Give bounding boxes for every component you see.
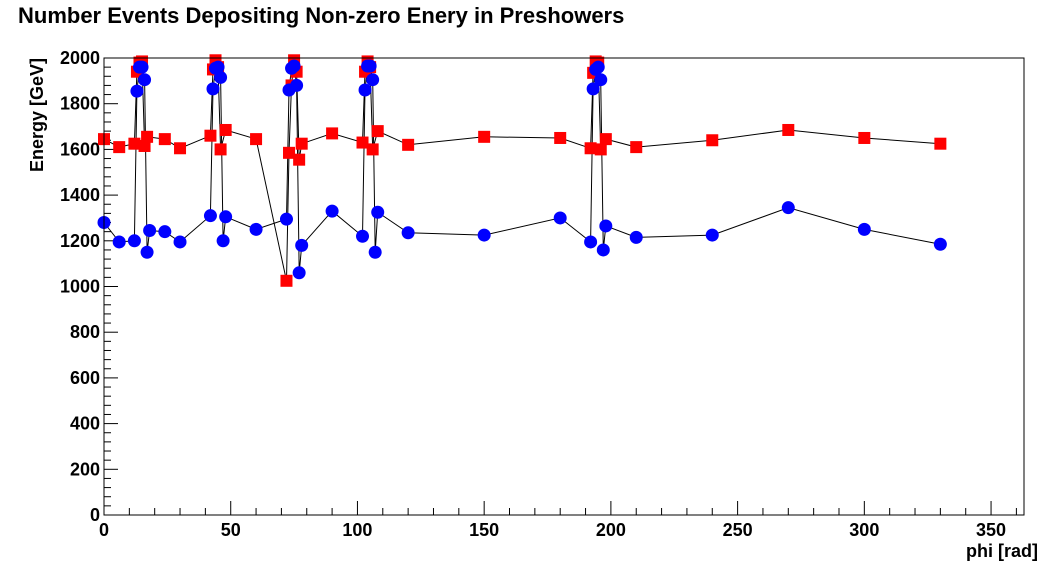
data-point-square <box>366 143 379 156</box>
data-point-circle <box>553 211 567 225</box>
series-lines <box>103 58 941 281</box>
data-point-circle <box>143 224 157 238</box>
data-point-square <box>158 133 171 146</box>
data-point-circle <box>857 222 871 236</box>
data-point-square <box>402 138 415 151</box>
data-point-circle <box>219 210 233 224</box>
data-point-circle <box>295 238 309 252</box>
x-tick-label: 0 <box>99 520 109 540</box>
x-tick-label: 350 <box>976 520 1006 540</box>
data-point-square <box>141 130 154 143</box>
data-point-circle <box>112 235 126 249</box>
chart-title: Number Events Depositing Non-zero Enery … <box>18 3 625 28</box>
y-tick-label: 800 <box>70 322 100 342</box>
y-tick-label: 1000 <box>60 277 100 297</box>
data-point-square <box>283 146 296 159</box>
data-point-circle <box>358 83 372 97</box>
data-point-circle <box>287 59 301 73</box>
data-point-circle <box>599 219 613 233</box>
data-point-circle <box>363 59 377 73</box>
data-point-square <box>204 129 217 142</box>
data-point-circle <box>138 73 152 87</box>
data-point-circle <box>279 212 293 226</box>
data-point-circle <box>933 237 947 251</box>
data-point-square <box>128 137 141 150</box>
y-tick-label: 0 <box>90 505 100 525</box>
data-point-circle <box>214 70 228 84</box>
data-point-square <box>293 153 306 166</box>
data-point-square <box>782 123 795 136</box>
x-tick-label: 300 <box>849 520 879 540</box>
data-point-square <box>706 134 719 147</box>
data-point-square <box>250 133 263 146</box>
data-point-square <box>295 137 308 150</box>
y-tick-label: 1400 <box>60 185 100 205</box>
data-point-square <box>326 127 339 140</box>
data-point-circle <box>356 229 370 243</box>
data-point-circle <box>135 60 149 74</box>
y-tick-label: 1600 <box>60 139 100 159</box>
data-point-square <box>934 137 947 150</box>
x-tick-label: 100 <box>342 520 372 540</box>
data-point-circle <box>586 82 600 96</box>
data-point-circle <box>130 84 144 98</box>
x-tick-label: 50 <box>221 520 241 540</box>
y-tick-label: 1800 <box>60 94 100 114</box>
data-point-square <box>138 139 151 152</box>
data-point-circle <box>127 234 141 248</box>
data-point-circle <box>366 73 380 87</box>
data-point-circle <box>206 82 220 96</box>
y-tick-label: 1200 <box>60 231 100 251</box>
data-point-circle <box>705 228 719 242</box>
x-tick-label: 250 <box>723 520 753 540</box>
data-point-square <box>371 125 384 138</box>
data-point-circle <box>401 226 415 240</box>
series-line-0 <box>103 58 941 281</box>
data-point-square <box>599 133 612 146</box>
data-point-circle <box>290 78 304 92</box>
axes: 0 50 100 150 200 250 300 350 0 200 400 600 800 1000 12… <box>60 48 1017 540</box>
data-point-square <box>113 141 126 154</box>
data-point-square <box>356 136 369 149</box>
data-point-circle <box>216 234 230 248</box>
data-point-circle <box>203 209 217 223</box>
data-point-square <box>584 142 597 155</box>
data-point-circle <box>158 225 172 239</box>
data-point-circle <box>629 230 643 244</box>
data-point-circle <box>368 245 382 259</box>
data-point-circle <box>594 73 608 87</box>
plot-frame <box>103 57 1025 516</box>
data-point-circle <box>325 204 339 218</box>
data-point-circle <box>371 205 385 219</box>
data-point-square <box>630 141 643 154</box>
x-tick-label: 150 <box>469 520 499 540</box>
data-point-square <box>280 274 293 287</box>
data-point-circle <box>781 201 795 215</box>
data-point-square <box>174 142 187 155</box>
y-tick-label: 200 <box>70 459 100 479</box>
data-point-square <box>214 143 227 156</box>
y-tick-label: 400 <box>70 414 100 434</box>
data-point-circle <box>211 60 225 74</box>
y-axis-label: Energy [GeV] <box>27 58 47 172</box>
data-point-circle <box>596 243 610 257</box>
data-point-square <box>554 131 567 144</box>
data-point-square <box>478 130 491 143</box>
y-tick-label: 2000 <box>60 48 100 68</box>
series-markers <box>97 54 947 287</box>
data-point-square <box>858 131 871 144</box>
data-point-circle <box>140 245 154 259</box>
data-point-circle <box>584 235 598 249</box>
x-tick-label: 200 <box>596 520 626 540</box>
data-point-square <box>219 123 232 136</box>
data-point-circle <box>591 60 605 74</box>
data-point-circle <box>292 266 306 280</box>
x-axis-label: phi [rad] <box>966 541 1038 561</box>
data-point-square <box>594 143 607 156</box>
y-tick-label: 600 <box>70 368 100 388</box>
data-point-circle <box>477 228 491 242</box>
data-point-circle <box>249 222 263 236</box>
data-point-circle <box>173 235 187 249</box>
